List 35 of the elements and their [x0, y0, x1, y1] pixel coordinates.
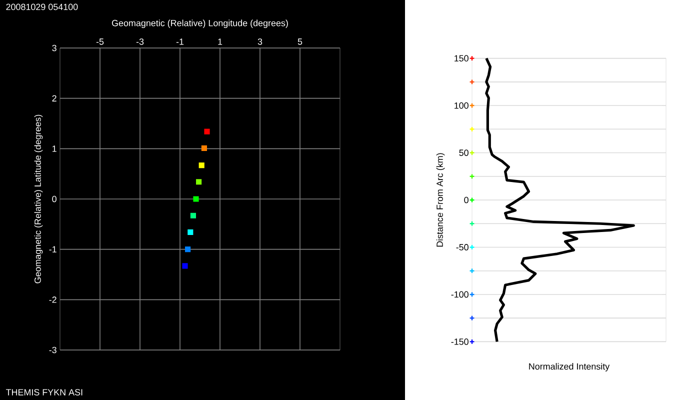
- y-axis-title: Geomagnetic (Relative) Latitude (degrees): [34, 114, 43, 284]
- point: [188, 229, 194, 236]
- chart-title: 20081029 054100: [6, 4, 78, 10]
- y-tick-label: 0: [52, 196, 56, 202]
- point: [185, 246, 191, 252]
- y-tick-label: -50: [456, 244, 468, 250]
- x-tick-label: -1: [176, 38, 184, 45]
- text: THEMIS FYKN ASI: [6, 389, 82, 396]
- y-tick-label: 100: [454, 102, 468, 109]
- y-tick-label: 2: [52, 95, 56, 102]
- y-tick-label: -3: [49, 346, 56, 354]
- y-tick-label: 0: [464, 196, 468, 204]
- y-tick-label: -100: [451, 291, 468, 298]
- y-tick-label: 50: [459, 150, 468, 156]
- point: [196, 179, 202, 185]
- point: [204, 128, 210, 134]
- x-tick-label: -3: [136, 38, 144, 45]
- x-tick-label: -5: [96, 38, 104, 45]
- y-axis-title: Distance From Arc (km): [436, 153, 445, 247]
- y-tick-label: 1: [52, 146, 56, 152]
- y-tick-label: 3: [52, 44, 56, 52]
- point: [182, 263, 188, 269]
- x-tick-label: 1: [218, 38, 222, 45]
- point: [193, 196, 199, 202]
- x-axis-title: Geomagnetic (Relative) Longitude (degrees): [112, 20, 288, 28]
- x-tick-label: 5: [298, 38, 302, 45]
- y-tick-label: 150: [454, 55, 468, 62]
- point: [198, 162, 204, 168]
- y-tick-label: -2: [49, 296, 56, 303]
- y-tick-label: -1: [49, 246, 56, 252]
- y-tick-label: -150: [451, 338, 468, 345]
- point: [201, 145, 207, 151]
- point: [190, 212, 196, 218]
- x-axis-title: Normalized Intensity: [529, 363, 610, 372]
- x-tick-label: 3: [258, 38, 262, 45]
